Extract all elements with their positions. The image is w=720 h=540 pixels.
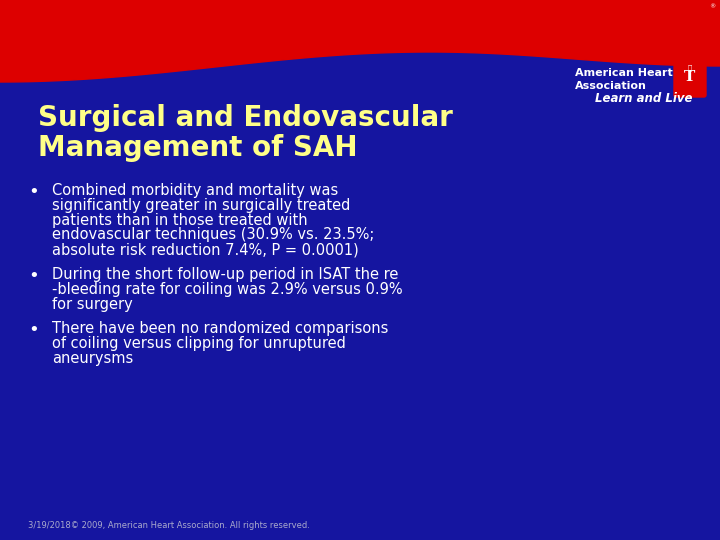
Text: Surgical and Endovascular: Surgical and Endovascular	[38, 104, 453, 132]
Text: •: •	[28, 267, 39, 285]
FancyBboxPatch shape	[674, 61, 706, 97]
Text: During the short follow-up period in ISAT the re: During the short follow-up period in ISA…	[52, 267, 398, 282]
Text: There have been no randomized comparisons: There have been no randomized comparison…	[52, 321, 388, 336]
Text: Learn and Live: Learn and Live	[595, 92, 693, 105]
Text: Management of SAH: Management of SAH	[38, 134, 358, 162]
Text: for surgery: for surgery	[52, 296, 132, 312]
Text: of coiling versus clipping for unruptured: of coiling versus clipping for unrupture…	[52, 336, 346, 351]
Text: •: •	[28, 321, 39, 340]
Text: 3/19/2018© 2009, American Heart Association. All rights reserved.: 3/19/2018© 2009, American Heart Associat…	[28, 521, 310, 530]
Text: -bleeding rate for coiling was 2.9% versus 0.9%: -bleeding rate for coiling was 2.9% vers…	[52, 282, 402, 297]
Text: absolute risk reduction 7.4%, P = 0.0001): absolute risk reduction 7.4%, P = 0.0001…	[52, 242, 359, 257]
Text: Association: Association	[575, 81, 647, 91]
Text: patients than in those treated with: patients than in those treated with	[52, 213, 307, 227]
Text: significantly greater in surgically treated: significantly greater in surgically trea…	[52, 198, 351, 213]
Text: 🔥: 🔥	[688, 65, 692, 71]
Text: T: T	[685, 70, 696, 84]
Text: Combined morbidity and mortality was: Combined morbidity and mortality was	[52, 183, 338, 198]
Text: aneurysms: aneurysms	[52, 351, 133, 366]
Polygon shape	[0, 0, 720, 82]
Text: •: •	[28, 183, 39, 201]
Text: endovascular techniques (30.9% vs. 23.5%;: endovascular techniques (30.9% vs. 23.5%…	[52, 227, 374, 242]
Text: American Heart: American Heart	[575, 68, 672, 78]
Text: ®: ®	[708, 4, 715, 9]
